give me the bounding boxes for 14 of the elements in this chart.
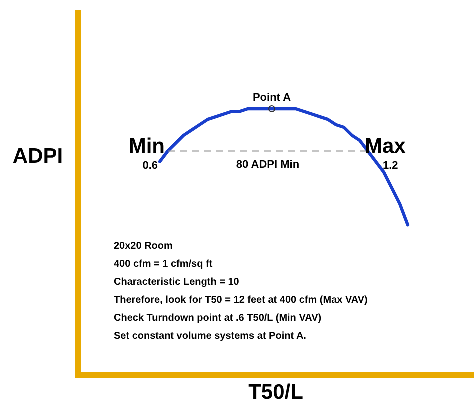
annotation: Point A (252, 92, 292, 104)
annotation: Max (365, 135, 406, 158)
annotation: Min (128, 135, 165, 158)
y-axis-title: ADPI (12, 145, 64, 168)
ref-line-label: 80 ADPI Min (236, 159, 300, 172)
annotation: 0.6 (142, 160, 158, 172)
annotation: 20x20 Room (114, 241, 174, 252)
annotation: Therefore, look for T50 = 12 feet at 400 cfm (Max VAV) (114, 295, 368, 306)
annotation: 1.2 (383, 160, 398, 172)
x-axis-title: T50/L (248, 381, 304, 404)
annotation: Check Turndown point at .6 T50/L (Min VAV) (114, 313, 322, 324)
annotation: Set constant volume systems at Point A. (114, 331, 307, 342)
annotation: Characteristic Length = 10 (114, 277, 240, 288)
annotation: 400 cfm = 1 cfm/sq ft (114, 259, 214, 270)
